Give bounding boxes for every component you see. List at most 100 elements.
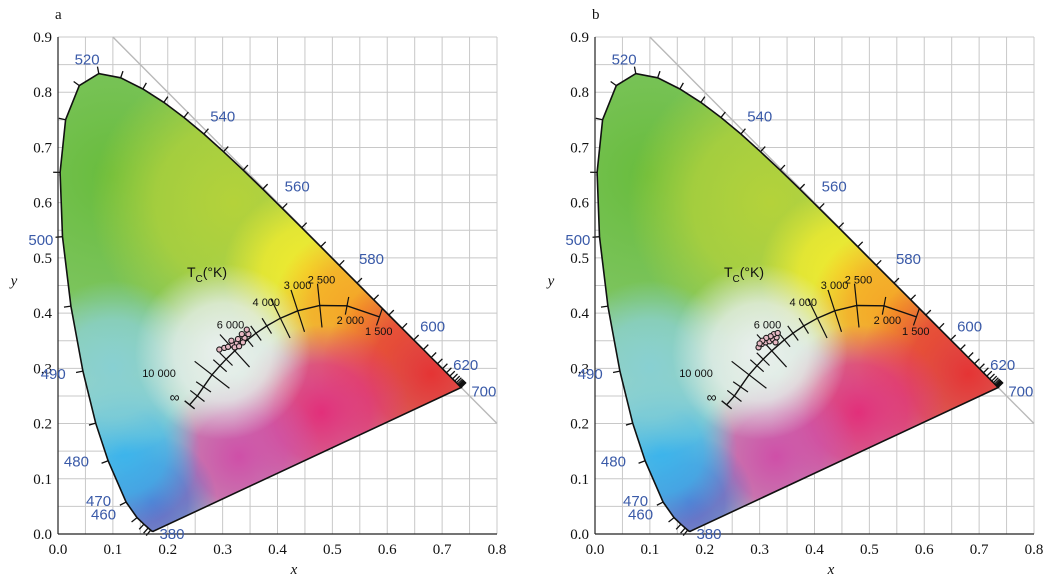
locus-tick — [460, 382, 467, 388]
wavelength-label-500: 500 — [565, 232, 590, 249]
isotemperature-line — [726, 389, 742, 402]
data-point — [238, 330, 245, 338]
y-axis-title: y — [9, 274, 18, 290]
wavelength-label-480: 480 — [601, 454, 626, 471]
isotemperature-line — [194, 360, 230, 389]
locus-tick — [458, 380, 465, 386]
cct-label: 2 500 — [845, 274, 873, 286]
locus-tick — [145, 529, 152, 536]
wavelength-label-600: 600 — [957, 319, 982, 336]
y-tick-label: 0.0 — [570, 527, 589, 543]
locus-tick — [995, 379, 1002, 386]
data-point — [228, 337, 235, 344]
x-tick-label: 0.2 — [158, 542, 177, 558]
cct-label: 1 500 — [365, 326, 393, 338]
locus-tick — [760, 146, 766, 153]
isotemperature-line — [212, 359, 228, 373]
x-tick-label: 0.2 — [695, 542, 714, 558]
wavelength-label-490: 490 — [578, 366, 603, 383]
wavelength-label-480: 480 — [64, 454, 89, 471]
locus-tick — [657, 70, 661, 78]
locus-tick — [449, 370, 456, 377]
locus-tick — [950, 334, 957, 341]
locus-tick — [633, 66, 637, 74]
cct-label: 10 000 — [142, 368, 176, 380]
cct-label: 2 500 — [308, 274, 336, 286]
x-axis-title: x — [827, 562, 835, 578]
data-points — [755, 329, 781, 351]
locus-tick — [142, 82, 147, 90]
cct-label: 1 500 — [902, 326, 930, 338]
isotemperature-line — [316, 283, 323, 328]
locus-tick — [88, 422, 96, 426]
locus-tick — [610, 80, 617, 87]
x-axis-title: x — [290, 562, 298, 578]
y-tick-label: 0.2 — [570, 417, 589, 433]
isotemperature-line — [250, 325, 262, 341]
y-tick-label: 0.7 — [33, 140, 52, 156]
locus-tick — [223, 146, 229, 153]
x-tick-label: 0.6 — [915, 542, 934, 558]
locus-tick — [338, 259, 345, 266]
locus-tick — [893, 277, 900, 284]
wavelength-label-580: 580 — [896, 251, 921, 268]
infinity-label: ∞ — [707, 389, 717, 405]
y-tick-label: 0.0 — [33, 527, 52, 543]
wavelength-label-620: 620 — [990, 357, 1015, 374]
wavelength-label-460: 460 — [628, 506, 653, 523]
x-tick-label: 0.1 — [641, 542, 660, 558]
locus-tick — [992, 377, 999, 384]
locus-tick — [454, 375, 461, 382]
locus-tick — [974, 358, 980, 365]
locus-tick — [625, 422, 633, 426]
locus-tick — [388, 309, 395, 316]
locus-tick — [989, 373, 995, 380]
cct-label: 6 000 — [754, 320, 782, 332]
y-tick-label: 0.1 — [33, 472, 52, 488]
data-points — [216, 326, 252, 353]
locus-tick — [413, 334, 420, 341]
isotemperature-line — [787, 325, 799, 341]
wavelength-label-700: 700 — [1008, 384, 1033, 401]
cct-label: 3 000 — [821, 280, 849, 292]
locus-tick — [668, 517, 675, 523]
panel-label: a — [55, 7, 62, 23]
isotemperature-line — [219, 352, 233, 366]
locus-tick — [638, 460, 646, 464]
locus-tick — [592, 236, 600, 238]
locus-tick — [779, 164, 786, 171]
locus-tick — [959, 344, 966, 351]
locus-tick — [143, 527, 149, 534]
y-tick-label: 0.9 — [33, 30, 52, 46]
y-tick-label: 0.5 — [570, 251, 589, 267]
isotemperature-line — [881, 296, 887, 315]
wavelength-label-560: 560 — [285, 178, 310, 195]
isotemperature-line — [912, 308, 920, 326]
locus-tick — [994, 378, 1001, 385]
locus-tick — [262, 183, 269, 190]
locus-tick — [446, 367, 452, 374]
x-tick-label: 0.8 — [1025, 542, 1044, 558]
locus-tick — [183, 111, 189, 118]
locus-tick — [437, 358, 443, 365]
tc-label: TC(°K) — [187, 264, 227, 285]
locus-tick — [320, 241, 327, 248]
locus-tick — [163, 96, 169, 103]
locus-tick — [875, 259, 882, 266]
locus-ticks — [590, 66, 1004, 536]
locus-tick — [995, 380, 1002, 386]
data-point — [234, 335, 242, 343]
y-tick-label: 0.7 — [570, 140, 589, 156]
y-tick-label: 0.9 — [570, 30, 589, 46]
data-point — [243, 326, 250, 333]
locus-tick — [983, 367, 989, 374]
tc-label: TC(°K) — [724, 264, 764, 285]
locus-tick — [281, 202, 288, 209]
locus-tick — [101, 460, 109, 464]
isotemperature-line — [189, 389, 205, 402]
cct-label: 2 000 — [337, 315, 365, 327]
isotemperature-line — [375, 308, 383, 326]
y-tick-label: 0.3 — [33, 361, 52, 377]
data-point — [756, 340, 763, 347]
infinity-label: ∞ — [170, 389, 180, 405]
